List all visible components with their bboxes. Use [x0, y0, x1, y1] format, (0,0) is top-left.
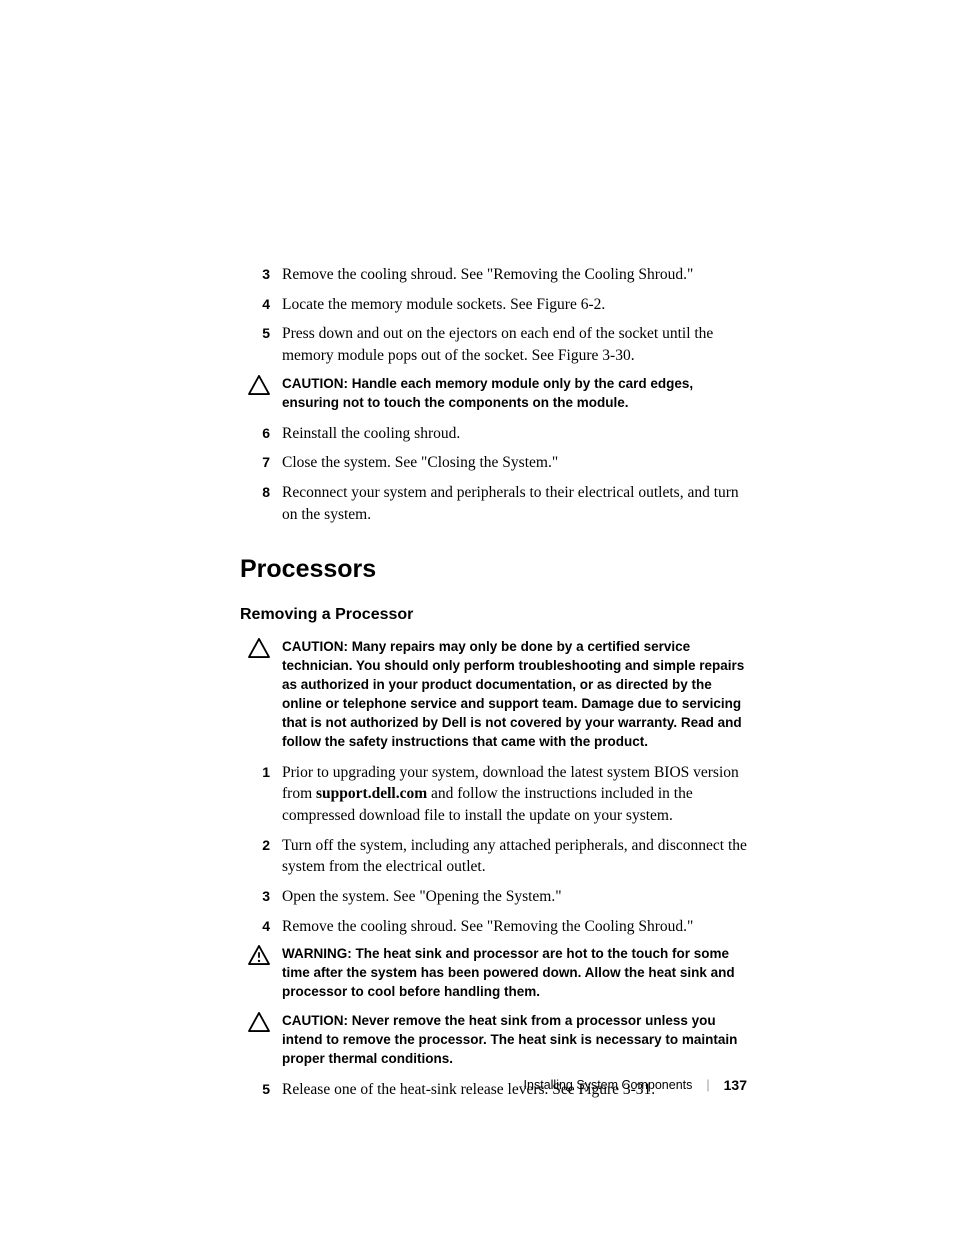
step-text-bold: support.dell.com	[316, 785, 427, 802]
step-number: 7	[240, 452, 282, 474]
step-number: 2	[240, 835, 282, 878]
step-number: 8	[240, 482, 282, 525]
warning-label: WARNING:	[282, 946, 356, 961]
step-number: 4	[240, 294, 282, 316]
step-text: Open the system. See "Opening the System…	[282, 886, 747, 908]
step-number: 1	[240, 762, 282, 827]
list-item: 8 Reconnect your system and peripherals …	[240, 482, 747, 525]
caution-body: Many repairs may only be done by a certi…	[282, 639, 744, 748]
step-text: Remove the cooling shroud. See "Removing…	[282, 264, 747, 286]
caution-label: CAUTION:	[282, 1013, 352, 1028]
step-text: Reinstall the cooling shroud.	[282, 423, 747, 445]
step-number: 3	[240, 886, 282, 908]
footer-separator: |	[706, 1078, 709, 1092]
caution-text: CAUTION: Handle each memory module only …	[282, 375, 747, 413]
caution-icon	[240, 375, 282, 413]
caution-text: CAUTION: Many repairs may only be done b…	[282, 638, 747, 751]
caution-label: CAUTION:	[282, 376, 352, 391]
page-footer: Installing System Components | 137	[0, 1077, 954, 1093]
step-number: 5	[240, 323, 282, 366]
step-number: 4	[240, 916, 282, 938]
caution-text: CAUTION: Never remove the heat sink from…	[282, 1012, 747, 1069]
list-item: 2 Turn off the system, including any att…	[240, 835, 747, 878]
list-item: 6 Reinstall the cooling shroud.	[240, 423, 747, 445]
caution-block: CAUTION: Many repairs may only be done b…	[240, 638, 747, 751]
subheading-removing-processor: Removing a Processor	[240, 606, 747, 624]
list-item: 3 Open the system. See "Opening the Syst…	[240, 886, 747, 908]
list-item: 1 Prior to upgrading your system, downlo…	[240, 762, 747, 827]
step-text: Prior to upgrading your system, download…	[282, 762, 747, 827]
warning-text: WARNING: The heat sink and processor are…	[282, 945, 747, 1002]
list-item: 7 Close the system. See "Closing the Sys…	[240, 452, 747, 474]
list-item: 4 Locate the memory module sockets. See …	[240, 294, 747, 316]
warning-icon	[240, 945, 282, 1002]
content-column: 3 Remove the cooling shroud. See "Removi…	[240, 264, 747, 1100]
footer-page-number: 137	[724, 1077, 747, 1093]
step-text: Locate the memory module sockets. See Fi…	[282, 294, 747, 316]
step-text: Reconnect your system and peripherals to…	[282, 482, 747, 525]
heading-processors: Processors	[240, 555, 747, 584]
step-text: Press down and out on the ejectors on ea…	[282, 323, 747, 366]
footer-section-title: Installing System Components	[524, 1078, 693, 1092]
step-number: 6	[240, 423, 282, 445]
caution-block: CAUTION: Never remove the heat sink from…	[240, 1012, 747, 1069]
caution-label: CAUTION:	[282, 639, 352, 654]
page: 3 Remove the cooling shroud. See "Removi…	[0, 0, 954, 1235]
step-number: 3	[240, 264, 282, 286]
warning-block: WARNING: The heat sink and processor are…	[240, 945, 747, 1002]
step-text: Close the system. See "Closing the Syste…	[282, 452, 747, 474]
list-item: 5 Press down and out on the ejectors on …	[240, 323, 747, 366]
caution-block: CAUTION: Handle each memory module only …	[240, 375, 747, 413]
list-item: 4 Remove the cooling shroud. See "Removi…	[240, 916, 747, 938]
caution-icon	[240, 1012, 282, 1069]
step-text: Remove the cooling shroud. See "Removing…	[282, 916, 747, 938]
caution-icon	[240, 638, 282, 751]
step-text: Turn off the system, including any attac…	[282, 835, 747, 878]
list-item: 3 Remove the cooling shroud. See "Removi…	[240, 264, 747, 286]
